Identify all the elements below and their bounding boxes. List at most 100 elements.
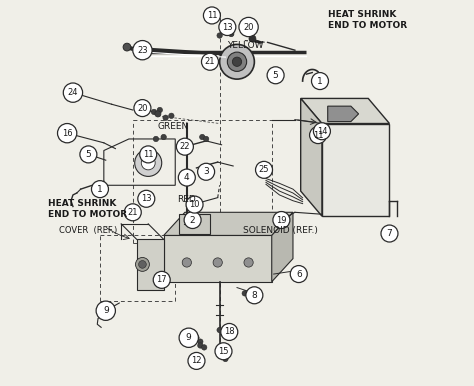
Text: 1: 1 bbox=[97, 185, 103, 194]
Circle shape bbox=[242, 291, 247, 296]
Circle shape bbox=[244, 258, 253, 267]
Circle shape bbox=[273, 212, 290, 229]
Circle shape bbox=[219, 44, 255, 79]
Text: HEAT SHRINK: HEAT SHRINK bbox=[328, 10, 396, 19]
Circle shape bbox=[153, 271, 170, 288]
Circle shape bbox=[153, 136, 159, 142]
Circle shape bbox=[182, 258, 191, 267]
Text: 13: 13 bbox=[141, 194, 152, 203]
Text: GREEN: GREEN bbox=[158, 122, 189, 130]
Circle shape bbox=[221, 323, 238, 340]
Circle shape bbox=[223, 356, 228, 362]
Text: HEAT SHRINK: HEAT SHRINK bbox=[48, 199, 116, 208]
Circle shape bbox=[246, 287, 263, 304]
Text: 7: 7 bbox=[387, 229, 392, 238]
Text: 11: 11 bbox=[143, 150, 154, 159]
Text: 9: 9 bbox=[103, 306, 109, 315]
Circle shape bbox=[64, 83, 82, 102]
Circle shape bbox=[217, 33, 222, 38]
Circle shape bbox=[133, 41, 152, 60]
Polygon shape bbox=[301, 98, 322, 216]
Circle shape bbox=[311, 73, 328, 90]
Circle shape bbox=[203, 136, 209, 142]
Polygon shape bbox=[137, 239, 164, 290]
Circle shape bbox=[178, 169, 195, 186]
Circle shape bbox=[57, 124, 77, 143]
Circle shape bbox=[201, 345, 207, 350]
Text: 18: 18 bbox=[224, 327, 235, 337]
Circle shape bbox=[239, 17, 258, 37]
Circle shape bbox=[169, 113, 174, 119]
Polygon shape bbox=[164, 235, 272, 282]
Text: END TO MOTOR: END TO MOTOR bbox=[48, 210, 127, 219]
Circle shape bbox=[124, 204, 141, 221]
Circle shape bbox=[194, 335, 199, 340]
Circle shape bbox=[151, 109, 157, 115]
Circle shape bbox=[188, 352, 205, 369]
Circle shape bbox=[201, 53, 219, 70]
Circle shape bbox=[163, 115, 168, 120]
Circle shape bbox=[381, 225, 398, 242]
Circle shape bbox=[198, 163, 215, 180]
Polygon shape bbox=[328, 106, 359, 122]
Circle shape bbox=[186, 196, 203, 213]
Circle shape bbox=[135, 149, 162, 176]
Text: YELLOW: YELLOW bbox=[228, 41, 264, 49]
Circle shape bbox=[267, 67, 284, 84]
Polygon shape bbox=[322, 124, 390, 216]
Text: COVER  (REF.): COVER (REF.) bbox=[59, 226, 118, 235]
Circle shape bbox=[200, 134, 205, 140]
Circle shape bbox=[249, 35, 256, 42]
Text: END TO MOTOR: END TO MOTOR bbox=[328, 21, 407, 30]
Circle shape bbox=[219, 19, 236, 36]
Text: 21: 21 bbox=[205, 57, 215, 66]
Circle shape bbox=[215, 343, 232, 360]
Text: 13: 13 bbox=[222, 22, 233, 32]
Circle shape bbox=[80, 146, 97, 163]
Text: 20: 20 bbox=[137, 103, 148, 113]
Circle shape bbox=[184, 212, 201, 229]
Text: 15: 15 bbox=[218, 347, 229, 356]
Circle shape bbox=[91, 181, 109, 198]
Text: 5: 5 bbox=[273, 71, 278, 80]
Text: 3: 3 bbox=[203, 167, 209, 176]
Polygon shape bbox=[164, 212, 293, 235]
Text: 22: 22 bbox=[180, 142, 190, 151]
Text: 4: 4 bbox=[184, 173, 190, 182]
Text: 10: 10 bbox=[189, 200, 200, 209]
Text: SOLENOID (REF.): SOLENOID (REF.) bbox=[243, 226, 318, 235]
Text: 23: 23 bbox=[137, 46, 148, 55]
Text: 25: 25 bbox=[259, 165, 269, 174]
Circle shape bbox=[176, 138, 193, 155]
Text: 9: 9 bbox=[186, 333, 191, 342]
Text: 14: 14 bbox=[317, 127, 327, 136]
Circle shape bbox=[313, 123, 330, 140]
Circle shape bbox=[138, 261, 146, 268]
Text: 8: 8 bbox=[252, 291, 257, 300]
Circle shape bbox=[310, 127, 327, 144]
Text: 17: 17 bbox=[156, 275, 167, 284]
Text: 16: 16 bbox=[62, 129, 73, 138]
Circle shape bbox=[96, 301, 115, 320]
Text: 2: 2 bbox=[190, 215, 195, 225]
Circle shape bbox=[157, 107, 163, 113]
Polygon shape bbox=[179, 214, 210, 234]
Circle shape bbox=[141, 156, 155, 170]
Text: 20: 20 bbox=[243, 22, 254, 32]
Polygon shape bbox=[301, 98, 390, 124]
Circle shape bbox=[228, 31, 234, 37]
Circle shape bbox=[232, 57, 242, 66]
Circle shape bbox=[246, 293, 251, 298]
Text: 12: 12 bbox=[191, 356, 202, 366]
Circle shape bbox=[69, 89, 77, 96]
Circle shape bbox=[134, 100, 151, 117]
Text: 21: 21 bbox=[128, 208, 138, 217]
Text: 6: 6 bbox=[296, 269, 301, 279]
Circle shape bbox=[213, 258, 222, 267]
Polygon shape bbox=[272, 212, 293, 282]
Circle shape bbox=[203, 7, 220, 24]
Circle shape bbox=[140, 146, 157, 163]
Circle shape bbox=[290, 266, 307, 283]
Circle shape bbox=[219, 352, 224, 358]
Circle shape bbox=[228, 52, 246, 71]
